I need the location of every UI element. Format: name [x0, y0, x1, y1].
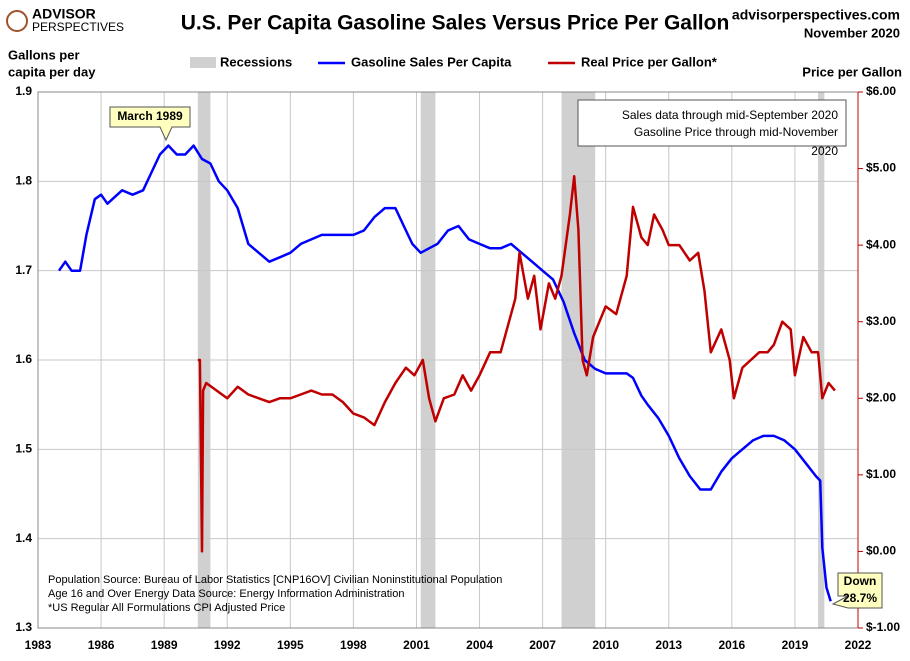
x-tick-label: 1992 [214, 638, 241, 652]
callout [109, 106, 191, 142]
x-tick-label: 1998 [340, 638, 367, 652]
note-box [577, 99, 847, 147]
y-tick-label: 1.6 [15, 352, 32, 366]
logo-icon [6, 10, 28, 32]
y-tick-label: 1.7 [15, 263, 32, 277]
footnote: Population Source: Bureau of Labor Stati… [48, 574, 502, 586]
annotation: Down [844, 574, 877, 588]
y2-tick-label: $4.00 [866, 237, 896, 251]
y2-tick-label: $5.00 [866, 161, 896, 175]
series-line [197, 174, 836, 553]
chart-title: U.S. Per Capita Gasoline Sales Versus Pr… [181, 12, 730, 35]
x-tick-label: 1986 [88, 638, 115, 652]
note: Gasoline Price through mid-November [634, 125, 838, 139]
y2-tick-label: $3.00 [866, 314, 896, 328]
x-tick-label: 1989 [151, 638, 178, 652]
x-tick-label: 2010 [592, 638, 619, 652]
x-tick-label: 2019 [782, 638, 809, 652]
x-tick-label: 2013 [655, 638, 682, 652]
note: Sales data through mid-September 2020 [622, 108, 838, 122]
callout [831, 572, 883, 609]
x-tick-label: 2004 [466, 638, 493, 652]
annotation: March 1989 [117, 109, 183, 123]
legend-label: Recessions [220, 54, 292, 69]
y-tick-label: 1.8 [15, 174, 32, 188]
x-tick-label: 2022 [845, 638, 872, 652]
y-tick-label: 1.5 [15, 442, 32, 456]
logo: PERSPECTIVES [32, 20, 124, 34]
date: November 2020 [804, 25, 900, 40]
x-tick-label: 1983 [25, 638, 52, 652]
y-tick-label: 1.9 [15, 84, 32, 98]
y2-tick-label: $6.00 [866, 84, 896, 98]
y-tick-label: 1.3 [15, 620, 32, 634]
footnote: *US Regular All Formulations CPI Adjuste… [48, 602, 285, 614]
footnote: Age 16 and Over Energy Data Source: Ener… [48, 588, 404, 600]
legend-swatch [190, 57, 216, 68]
y2-tick-label: $1.00 [866, 467, 896, 481]
y2-tick-label: $-1.00 [866, 620, 900, 634]
x-tick-label: 2001 [403, 638, 430, 652]
y-axis-label: Gallons per [8, 47, 80, 62]
y-axis-label: capita per day [8, 64, 96, 79]
x-tick-label: 2007 [529, 638, 556, 652]
legend-label: Gasoline Sales Per Capita [351, 54, 512, 69]
y-tick-label: 1.4 [15, 531, 32, 545]
logo: ADVISOR [32, 6, 96, 22]
y2-axis-label: Price per Gallon [802, 64, 902, 79]
note: 2020 [811, 144, 838, 158]
x-tick-label: 2016 [718, 638, 745, 652]
y2-tick-label: $0.00 [866, 544, 896, 558]
series-line [57, 144, 832, 602]
legend-label: Real Price per Gallon* [581, 54, 718, 69]
y2-tick-label: $2.00 [866, 390, 896, 404]
source: advisorperspectives.com [732, 7, 900, 23]
x-tick-label: 1995 [277, 638, 304, 652]
annotation: 28.7% [843, 591, 877, 605]
